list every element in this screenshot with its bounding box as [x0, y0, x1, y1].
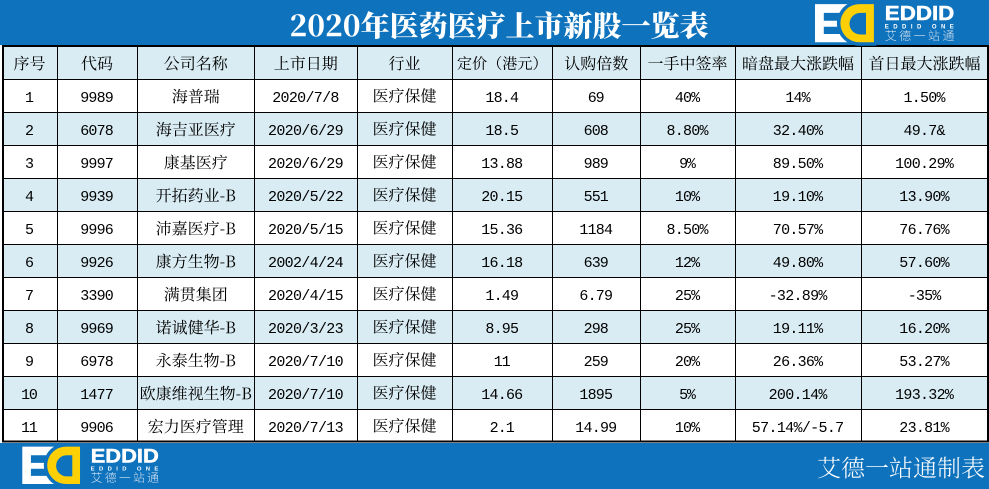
svg-text:49.7&: 49.7& — [904, 123, 946, 140]
svg-text:13.90%: 13.90% — [899, 189, 950, 206]
svg-text:-35%: -35% — [908, 288, 943, 305]
svg-text:89.50%: 89.50% — [773, 156, 824, 173]
svg-text:2020/4/15: 2020/4/15 — [268, 288, 344, 305]
svg-text:2.1: 2.1 — [490, 420, 515, 437]
svg-text:6078: 6078 — [80, 123, 114, 140]
svg-text:10%: 10% — [675, 189, 701, 206]
svg-text:4: 4 — [25, 189, 34, 206]
svg-text:3: 3 — [25, 156, 34, 173]
svg-text:76.76%: 76.76% — [899, 222, 950, 239]
svg-text:989: 989 — [584, 156, 609, 173]
svg-text:10: 10 — [21, 387, 38, 404]
svg-text:2020/6/29: 2020/6/29 — [268, 156, 344, 173]
svg-text:14.66: 14.66 — [481, 387, 523, 404]
svg-text:259: 259 — [584, 354, 609, 371]
svg-text:18.5: 18.5 — [485, 123, 519, 140]
svg-text:23.81%: 23.81% — [899, 420, 950, 437]
svg-text:16.20%: 16.20% — [899, 321, 950, 338]
svg-text:2002/4/24: 2002/4/24 — [268, 255, 344, 272]
svg-text:1.50%: 1.50% — [904, 90, 947, 107]
svg-text:9926: 9926 — [80, 255, 114, 272]
svg-text:2020/7/10: 2020/7/10 — [268, 387, 344, 404]
svg-text:26.36%: 26.36% — [773, 354, 824, 371]
svg-text:13.88: 13.88 — [481, 156, 523, 173]
svg-text:100.29%: 100.29% — [895, 156, 955, 173]
svg-text:8: 8 — [25, 321, 34, 338]
svg-text:193.32%: 193.32% — [895, 387, 955, 404]
svg-text:9%: 9% — [679, 156, 697, 173]
svg-text:2020/5/15: 2020/5/15 — [268, 222, 344, 239]
svg-text:6978: 6978 — [80, 354, 114, 371]
svg-text:9906: 9906 — [80, 420, 114, 437]
svg-text:57.14%/-5.7: 57.14%/-5.7 — [752, 420, 844, 437]
svg-text:608: 608 — [584, 123, 609, 140]
svg-text:1.49: 1.49 — [485, 288, 519, 305]
svg-text:18.4: 18.4 — [485, 90, 519, 107]
svg-text:20%: 20% — [675, 354, 701, 371]
svg-text:11: 11 — [494, 354, 511, 371]
svg-text:639: 639 — [584, 255, 609, 272]
svg-text:32.40%: 32.40% — [773, 123, 824, 140]
svg-text:2020/3/23: 2020/3/23 — [268, 321, 344, 338]
svg-text:9939: 9939 — [80, 189, 114, 206]
svg-text:1184: 1184 — [579, 222, 613, 239]
svg-text:2020/6/29: 2020/6/29 — [268, 123, 344, 140]
svg-text:8.50%: 8.50% — [667, 222, 710, 239]
svg-text:15.36: 15.36 — [481, 222, 523, 239]
svg-text:200.14%: 200.14% — [769, 387, 829, 404]
svg-text:10%: 10% — [675, 420, 701, 437]
svg-text:9: 9 — [25, 354, 34, 371]
svg-text:5%: 5% — [679, 387, 697, 404]
svg-text:6.79: 6.79 — [579, 288, 613, 305]
svg-text:14.99: 14.99 — [575, 420, 617, 437]
svg-text:25%: 25% — [675, 321, 701, 338]
svg-text:-32.89%: -32.89% — [769, 288, 829, 305]
svg-text:3390: 3390 — [80, 288, 114, 305]
svg-text:1895: 1895 — [579, 387, 613, 404]
svg-text:1477: 1477 — [80, 387, 114, 404]
svg-text:20.15: 20.15 — [481, 189, 523, 206]
svg-text:2020/7/10: 2020/7/10 — [268, 354, 344, 371]
svg-text:40%: 40% — [675, 90, 701, 107]
svg-text:9996: 9996 — [80, 222, 114, 239]
svg-text:2: 2 — [25, 123, 34, 140]
svg-text:8.80%: 8.80% — [667, 123, 710, 140]
svg-text:9997: 9997 — [80, 156, 114, 173]
svg-text:551: 551 — [584, 189, 609, 206]
svg-text:57.60%: 57.60% — [899, 255, 950, 272]
svg-text:6: 6 — [25, 255, 34, 272]
svg-text:16.18: 16.18 — [481, 255, 523, 272]
svg-text:14%: 14% — [785, 90, 811, 107]
svg-text:12%: 12% — [675, 255, 701, 272]
svg-text:19.11%: 19.11% — [773, 321, 824, 338]
svg-text:11: 11 — [21, 420, 38, 437]
svg-text:53.27%: 53.27% — [899, 354, 950, 371]
svg-text:9989: 9989 — [80, 90, 114, 107]
svg-text:2020/5/22: 2020/5/22 — [268, 189, 344, 206]
svg-text:9969: 9969 — [80, 321, 114, 338]
svg-text:1: 1 — [25, 90, 34, 107]
svg-text:7: 7 — [25, 288, 34, 305]
svg-text:70.57%: 70.57% — [773, 222, 824, 239]
svg-text:8.95: 8.95 — [485, 321, 519, 338]
svg-text:2020/7/8: 2020/7/8 — [272, 90, 339, 107]
svg-text:298: 298 — [584, 321, 609, 338]
svg-text:25%: 25% — [675, 288, 701, 305]
svg-text:2020/7/13: 2020/7/13 — [268, 420, 344, 437]
svg-text:5: 5 — [25, 222, 34, 239]
svg-text:19.10%: 19.10% — [773, 189, 824, 206]
svg-text:69: 69 — [588, 90, 605, 107]
svg-text:49.80%: 49.80% — [773, 255, 824, 272]
